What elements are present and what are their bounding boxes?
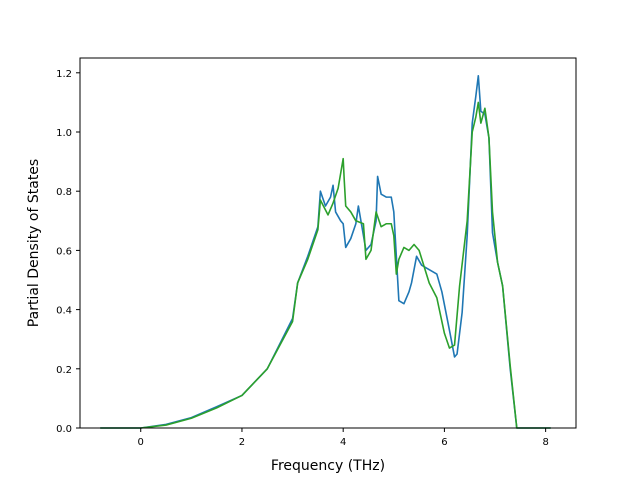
series-line-1 [100, 74, 551, 429]
x-tick-label: 2 [239, 437, 245, 448]
y-tick-label: 1.2 [56, 69, 72, 80]
x-axis-ticks: 0 2 4 6 8 [138, 428, 549, 448]
series-layer [100, 74, 551, 429]
plot-area [80, 58, 576, 428]
y-tick-label: 0.0 [56, 424, 72, 435]
y-tick-label: 0.8 [56, 187, 72, 198]
series-line-2 [100, 101, 551, 429]
y-tick-label: 0.6 [56, 246, 72, 257]
plot-frame [79, 57, 577, 429]
x-tick-label: 8 [542, 437, 548, 448]
y-tick-label: 0.2 [56, 365, 72, 376]
x-tick-label: 6 [441, 437, 447, 448]
x-axis-label: Frequency (THz) [271, 458, 385, 474]
x-tick-label: 4 [340, 437, 346, 448]
y-tick-label: 1.0 [56, 128, 72, 139]
y-axis-ticks: 0.0 0.2 0.4 0.6 0.8 1.0 1.2 [56, 69, 80, 435]
y-axis-label: Partial Density of States [26, 159, 42, 327]
y-tick-label: 0.4 [56, 306, 72, 317]
x-tick-label: 0 [138, 437, 144, 448]
